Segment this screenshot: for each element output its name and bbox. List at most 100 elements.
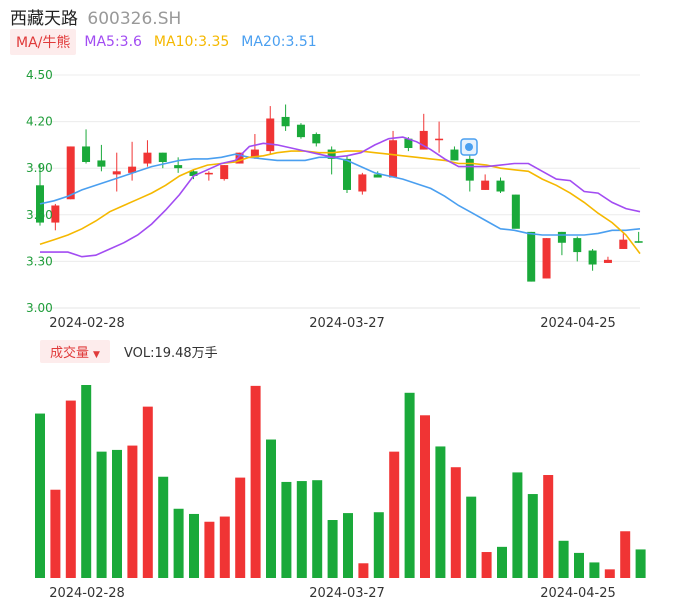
- volume-bar: [296, 481, 307, 578]
- candle-body: [557, 231, 566, 243]
- ma-legend: MA/牛熊 MA5:3.6 MA10:3.35 MA20:3.51: [10, 29, 329, 55]
- volume-bar: [404, 392, 415, 578]
- candle-body: [465, 158, 474, 181]
- candle-body: [389, 140, 398, 178]
- volume-bar: [512, 472, 523, 578]
- volume-bar: [558, 540, 569, 578]
- candle-body: [281, 116, 290, 127]
- volume-bar: [635, 549, 646, 578]
- candle-body: [128, 166, 137, 173]
- volume-bar: [435, 446, 446, 578]
- volume-bar: [189, 513, 199, 578]
- volume-bar: [373, 512, 384, 578]
- candle-body: [143, 152, 152, 164]
- volume-bar: [389, 451, 400, 578]
- price-axis: 4.50 4.20 3.90 3.60 3.30 3.00: [26, 68, 53, 315]
- caret-down-icon: ▼: [93, 349, 100, 360]
- stock-title: 西藏天路 600326.SH: [10, 4, 181, 29]
- candle-body: [220, 165, 229, 180]
- volume-bar: [127, 445, 138, 578]
- volume-bar: [112, 449, 122, 578]
- volume-bar: [466, 496, 477, 578]
- volume-bar: [204, 521, 215, 578]
- candle-body: [66, 146, 75, 200]
- ma-toggle-button[interactable]: MA/牛熊: [10, 29, 77, 55]
- candle-body: [588, 250, 597, 265]
- ma20-line: [39, 153, 641, 236]
- volume-bar: [420, 415, 430, 578]
- volume-legend: 成交量 ▼ VOL:19.48万手: [40, 339, 218, 363]
- volume-bar: [96, 451, 107, 578]
- date-label: 2024-03-27: [309, 586, 385, 601]
- candle-body: [527, 231, 536, 282]
- candle-body: [435, 138, 444, 141]
- y-tick-label: 3.00: [26, 301, 53, 315]
- stock-name: 西藏天路: [10, 9, 78, 29]
- candle-body: [158, 152, 167, 162]
- candle-body: [373, 174, 382, 178]
- candle-body: [511, 194, 520, 229]
- stock-code: 600326.SH: [87, 9, 182, 29]
- volume-bar: [81, 385, 92, 578]
- volume-bar: [50, 489, 61, 578]
- candle-body: [82, 146, 91, 162]
- ma5-line: [40, 136, 641, 258]
- date-label: 2024-02-28: [49, 586, 125, 601]
- volume-bar: [527, 494, 538, 578]
- volume-bar: [574, 552, 584, 578]
- date-axis: 2024-02-28 2024-02-28 2024-03-27 2024-03-27…: [49, 316, 616, 601]
- candle-body: [496, 180, 505, 192]
- ma5-legend: MA5:3.6: [84, 34, 142, 50]
- candle-body: [450, 149, 459, 161]
- volume-toggle-button[interactable]: 成交量 ▼: [40, 339, 110, 363]
- candle-body: [619, 239, 628, 249]
- candle-body: [189, 171, 198, 176]
- volume-bar: [142, 406, 153, 578]
- date-label: 2024-04-25: [540, 586, 616, 601]
- volume-bars: [35, 385, 646, 578]
- ma-lines: [39, 136, 641, 258]
- candle-body: [296, 124, 305, 138]
- candle-body: [250, 149, 259, 158]
- candle-body: [36, 185, 44, 223]
- y-tick-label: 3.90: [26, 161, 53, 175]
- volume-bar: [497, 546, 507, 578]
- volume-bar: [35, 413, 45, 578]
- date-label: 2024-02-28: [49, 316, 125, 331]
- date-label: 2024-04-25: [540, 316, 616, 331]
- marker-icon[interactable]: [460, 138, 478, 156]
- volume-value: VOL:19.48万手: [123, 345, 218, 361]
- volume-bar: [343, 513, 353, 578]
- volume-bar: [235, 477, 246, 578]
- y-tick-label: 4.20: [26, 115, 53, 129]
- candle-body: [343, 158, 351, 190]
- candle-body: [51, 205, 60, 223]
- candle-body: [235, 152, 244, 164]
- volume-bar: [543, 475, 554, 578]
- candle-body: [174, 165, 183, 169]
- candle-body: [573, 238, 582, 253]
- y-tick-label: 3.60: [26, 208, 53, 222]
- volume-bar: [158, 476, 169, 578]
- volume-bar: [327, 520, 338, 578]
- candle-body: [112, 171, 121, 175]
- volume-bar: [219, 516, 230, 578]
- candle-body: [358, 174, 367, 192]
- y-tick-label: 3.30: [26, 254, 53, 268]
- volume-bar: [620, 531, 631, 578]
- volume-bar: [604, 569, 615, 578]
- candle-body: [404, 138, 413, 149]
- volume-bar: [250, 385, 261, 578]
- candle-body: [603, 259, 612, 263]
- candle-body: [312, 134, 321, 144]
- volume-bar: [481, 552, 492, 578]
- candle-body: [481, 180, 490, 190]
- volume-bar: [312, 480, 323, 578]
- volume-bar: [450, 467, 461, 578]
- y-tick-label: 4.50: [26, 68, 53, 82]
- candles: [36, 104, 643, 282]
- candle-body: [266, 118, 275, 152]
- ma10-legend: MA10:3.35: [153, 34, 230, 50]
- volume-bar: [358, 563, 369, 578]
